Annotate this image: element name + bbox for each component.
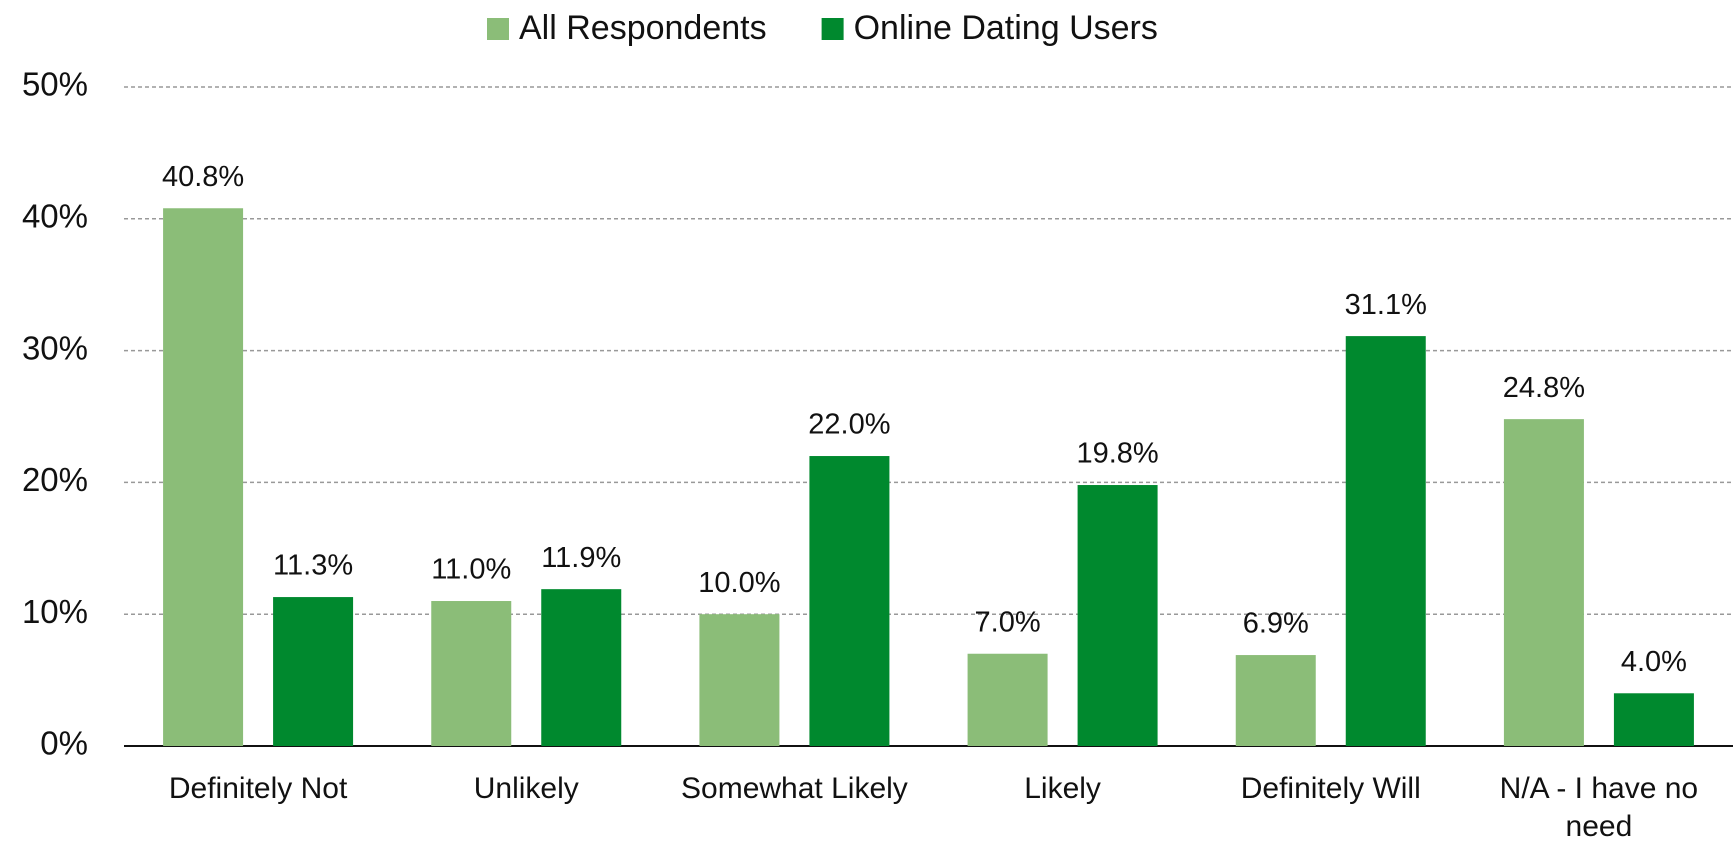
bar bbox=[1503, 419, 1584, 746]
bar bbox=[273, 597, 354, 746]
bar bbox=[1613, 693, 1694, 746]
legend-label: All Respondents bbox=[519, 9, 767, 47]
y-tick-label: 10% bbox=[22, 593, 88, 630]
x-tick-label: Definitely Not bbox=[168, 772, 348, 805]
bar bbox=[699, 614, 780, 746]
value-label: 11.3% bbox=[273, 550, 353, 582]
y-tick-label: 30% bbox=[22, 329, 88, 366]
value-label: 6.9% bbox=[1243, 608, 1309, 640]
bar bbox=[431, 601, 512, 746]
value-label: 10.0% bbox=[698, 567, 780, 599]
y-tick-label: 0% bbox=[40, 725, 88, 762]
x-tick-label: N/A - I have no need bbox=[1499, 772, 1699, 843]
value-label: 31.1% bbox=[1345, 289, 1427, 321]
bar bbox=[1345, 336, 1426, 746]
legend-label: Online Dating Users bbox=[854, 9, 1158, 47]
x-tick-label: Somewhat Likely bbox=[681, 772, 908, 805]
value-label: 11.0% bbox=[431, 554, 511, 586]
value-label: 19.8% bbox=[1076, 438, 1158, 470]
y-tick-label: 40% bbox=[22, 198, 88, 235]
value-label: 24.8% bbox=[1503, 372, 1585, 404]
bar bbox=[967, 653, 1048, 746]
bar bbox=[163, 208, 244, 747]
y-tick-label: 50% bbox=[22, 66, 88, 103]
y-tick-label: 20% bbox=[22, 461, 88, 498]
bar bbox=[1077, 485, 1158, 746]
value-label: 40.8% bbox=[162, 161, 244, 193]
value-label: 4.0% bbox=[1621, 646, 1687, 678]
x-tick-label: Definitely Will bbox=[1240, 772, 1421, 805]
value-label: 7.0% bbox=[975, 606, 1041, 638]
legend-swatch bbox=[487, 18, 509, 40]
bar bbox=[809, 456, 890, 746]
bar bbox=[1235, 655, 1316, 746]
value-label: 11.9% bbox=[541, 542, 621, 574]
bar bbox=[541, 589, 622, 746]
legend-swatch bbox=[821, 18, 844, 40]
x-tick-label: Likely bbox=[1024, 772, 1101, 805]
value-label: 22.0% bbox=[808, 409, 890, 441]
x-tick-label: Unlikely bbox=[473, 772, 579, 805]
